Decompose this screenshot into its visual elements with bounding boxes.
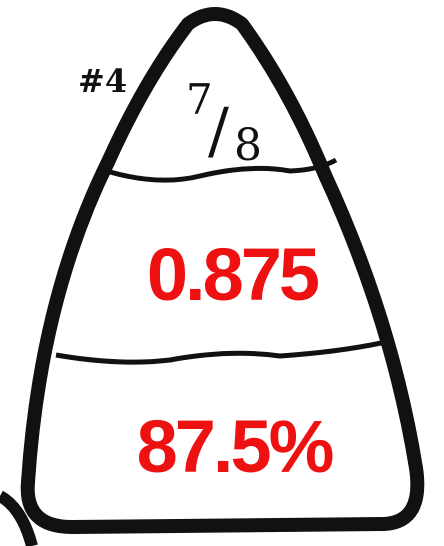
denominator: 8	[234, 120, 262, 171]
candy-corn-card: #4 7 / 8 0.875 87.5%	[0, 0, 444, 546]
decimal-value: 0.875	[147, 233, 319, 316]
fraction-slash: /	[208, 94, 229, 167]
page: #4 7 / 8 0.875 87.5% (() => { const data…	[0, 0, 444, 546]
problem-label: #4	[78, 62, 127, 100]
percent-value: 87.5%	[137, 405, 333, 488]
